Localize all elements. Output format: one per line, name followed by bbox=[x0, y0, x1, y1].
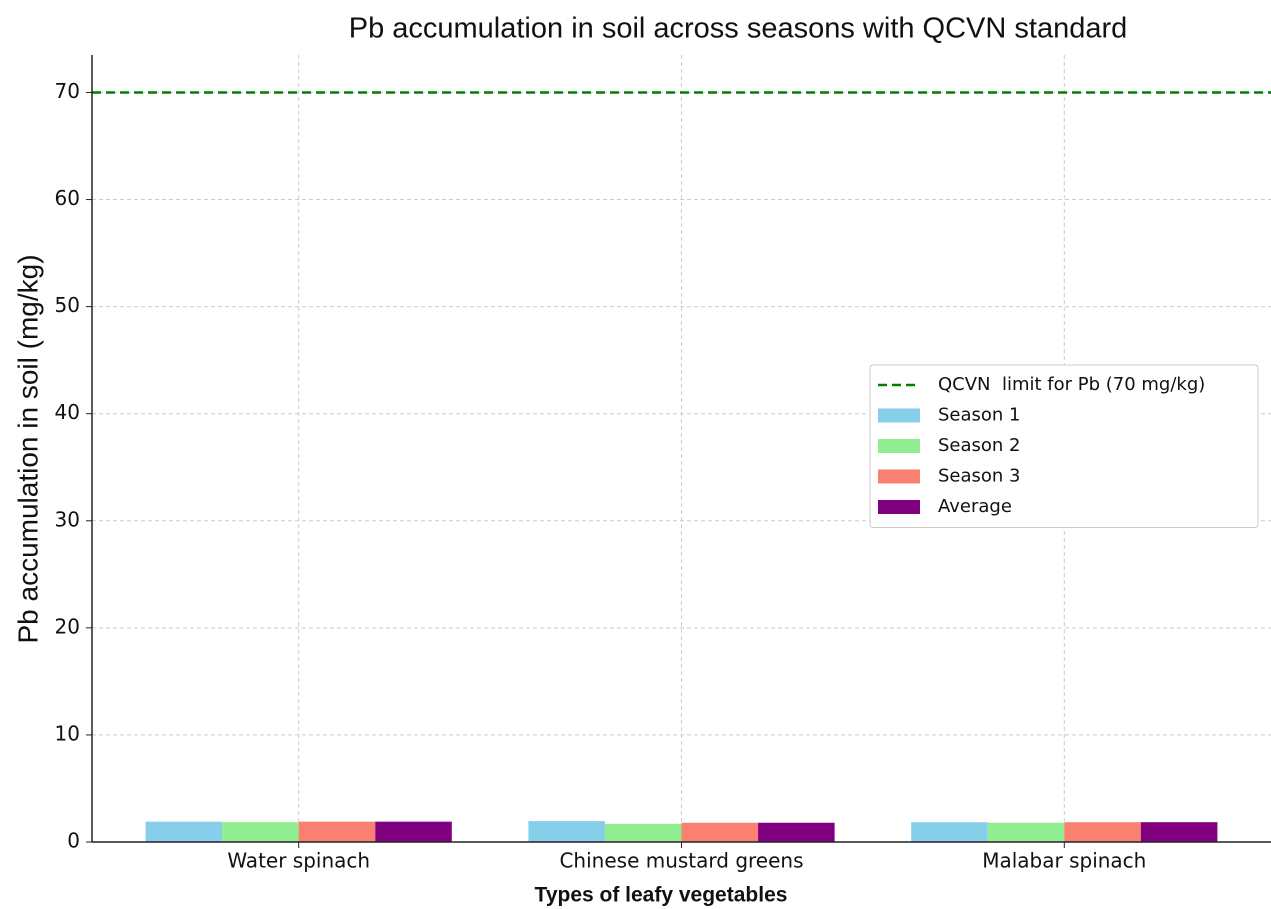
y-tick-label: 30 bbox=[55, 507, 80, 531]
bar bbox=[1140, 822, 1218, 842]
legend-swatch bbox=[878, 469, 920, 484]
y-tick-label: 20 bbox=[55, 614, 80, 638]
legend: QCVN limit for Pb (70 mg/kg) Season 1 Seas… bbox=[869, 364, 1259, 528]
bar bbox=[145, 821, 223, 842]
legend-label: Season 1 bbox=[938, 405, 1021, 426]
y-tick-label: 60 bbox=[55, 186, 80, 210]
bar bbox=[604, 823, 682, 842]
x-axis-label: Types of leafy vegetables bbox=[535, 884, 788, 907]
y-tick-label: 0 bbox=[67, 829, 80, 853]
x-tick-label: Chinese mustard greens bbox=[559, 849, 803, 873]
chart-title: Pb accumulation in soil across seasons w… bbox=[349, 13, 1128, 45]
legend-swatch bbox=[878, 500, 920, 514]
bar bbox=[1064, 822, 1141, 842]
legend-swatch bbox=[878, 439, 920, 453]
y-axis-label: Pb accumulation in soil (mg/kg) bbox=[12, 254, 43, 643]
bar bbox=[375, 821, 452, 842]
y-tick-label: 50 bbox=[55, 293, 80, 317]
bar bbox=[987, 822, 1065, 842]
legend-swatch bbox=[878, 408, 920, 423]
bar bbox=[758, 822, 835, 842]
legend-label: Season 3 bbox=[938, 466, 1021, 487]
y-tick-label: 10 bbox=[55, 721, 80, 745]
legend-box bbox=[869, 364, 1259, 528]
legend-label: Average bbox=[938, 496, 1012, 517]
bar bbox=[222, 822, 299, 842]
x-tick-label: Water spinach bbox=[227, 849, 370, 873]
x-tick-label: Malabar spinach bbox=[982, 849, 1146, 873]
bar bbox=[911, 822, 988, 842]
bar bbox=[298, 821, 376, 842]
y-tick-label: 70 bbox=[55, 79, 80, 103]
bar bbox=[681, 822, 759, 842]
legend-label: Season 2 bbox=[938, 435, 1021, 456]
bar bbox=[528, 821, 605, 842]
y-tick-label: 40 bbox=[55, 400, 80, 424]
legend-label: QCVN limit for Pb (70 mg/kg) bbox=[938, 374, 1205, 395]
